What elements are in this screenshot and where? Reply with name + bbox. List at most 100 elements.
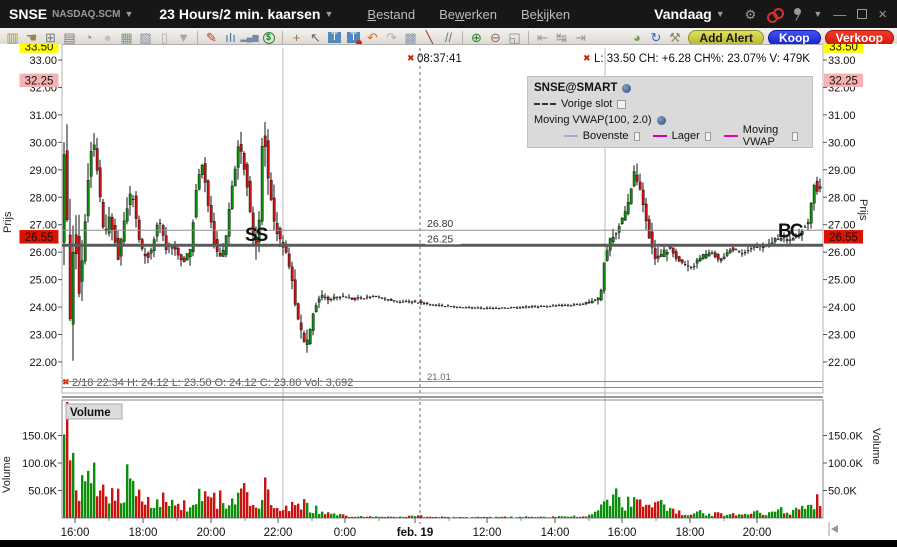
compress-center-icon[interactable]: ↹	[556, 30, 567, 45]
menu-bekijken[interactable]: Bekijken	[520, 6, 571, 22]
grid-icon[interactable]: ⊞	[45, 30, 56, 45]
price-tick-label: 23.00	[29, 330, 57, 342]
price-highlight-chip	[824, 73, 863, 88]
upper-band-line-sample	[564, 135, 578, 137]
toolbar-separator	[462, 30, 463, 45]
menu-bewerken[interactable]: Bewerken	[439, 6, 497, 22]
volume-axis-title-right: Volume	[870, 428, 882, 465]
prev-close-checkbox[interactable]	[617, 99, 627, 109]
bottom-line-label: 21.01	[427, 372, 451, 383]
session-time-label: 08:37:41	[417, 53, 462, 65]
time-axis[interactable]: 16:00 18:00 20:00 22:00 0:00 feb. 19 12:00 14:0…	[61, 518, 838, 539]
clipped-chart-icon[interactable]: ▥	[6, 30, 19, 45]
globe-icon[interactable]	[656, 115, 666, 125]
symbol-label: SNSE	[9, 6, 48, 22]
short-sell-marker[interactable]: SS	[245, 225, 270, 246]
text-tool-icon[interactable]: T	[325, 30, 344, 46]
undo-icon[interactable]: ↶	[367, 30, 378, 45]
chart-window-icon[interactable]: ▧	[139, 30, 152, 45]
clock-icon[interactable]: ◔	[84, 30, 93, 45]
pan-hand-icon[interactable]: ☚	[25, 30, 38, 45]
symbol-dropdown-icon[interactable]: ▼	[124, 9, 134, 19]
compress-left-icon[interactable]: ⇤	[537, 30, 548, 45]
price-tick-label: 28.00	[828, 192, 856, 204]
delete-marker-icon[interactable]: ✖	[583, 53, 591, 63]
lower-band-label: Lager	[671, 130, 700, 142]
lower-band-checkbox[interactable]	[704, 131, 712, 141]
cursor-icon[interactable]: ↖	[310, 30, 321, 45]
chevron-down-icon[interactable]: ▼	[177, 30, 190, 45]
maximize-icon[interactable]	[857, 9, 868, 19]
studies-icon[interactable]: ▦	[120, 30, 133, 45]
price-tick-label: 25.00	[29, 275, 57, 287]
price-tick-label: 27.00	[29, 220, 57, 232]
disabled-circle-icon[interactable]: ●	[103, 30, 112, 45]
zoom-out-icon[interactable]: ⊖	[490, 30, 501, 45]
price-axis-right[interactable]: 33.0032.0031.0030.0029.0028.0027.0026.00…	[823, 44, 863, 369]
period-selector[interactable]: 23 Hours/2 min. kaarsen	[159, 6, 321, 22]
trendline-icon[interactable]: ╲	[425, 30, 434, 45]
price-tick-label: 31.00	[29, 110, 57, 122]
price-tick-label: 24.00	[828, 302, 856, 314]
volume-tick-label: 100.0K	[828, 458, 864, 470]
scroll-left-arrow-icon[interactable]	[831, 525, 838, 533]
dollar-icon[interactable]: $	[259, 30, 278, 46]
main-chart[interactable]: 26.80 26.25 ✖ 2/18 22:34 H: 24.12 L: 23.50 …	[0, 44, 897, 547]
price-tick-label: 26.00	[828, 247, 856, 259]
chevron-down-icon[interactable]: ▼	[813, 8, 823, 19]
wrench-icon[interactable]: ⚒	[669, 30, 681, 45]
price-axis-title-right: Prijs	[857, 199, 869, 221]
link-icon[interactable]	[767, 7, 785, 23]
bar-chart-icon[interactable]: ıIı	[225, 30, 236, 45]
delete-marker-icon[interactable]: ✖	[407, 53, 415, 63]
price-tick-label: 27.00	[828, 220, 856, 232]
spheres-icon[interactable]: ◕	[632, 30, 641, 45]
price-highlight-label: 33.50	[25, 44, 54, 53]
sell-button[interactable]: Verkoop	[824, 29, 894, 46]
price-axis-left[interactable]: 33.0032.0031.0030.0029.0028.0027.0026.00…	[19, 44, 63, 369]
zoom-region-icon[interactable]: ◱	[508, 30, 521, 45]
price-highlight-chip	[19, 73, 59, 88]
price-tick-label: 26.00	[29, 247, 57, 259]
price-tick-label: 22.00	[29, 357, 57, 369]
menu-bestand[interactable]: Bestand	[367, 6, 416, 22]
pin-icon[interactable]	[793, 7, 802, 21]
crosshair-icon[interactable]: +	[292, 30, 301, 45]
compress-right-icon[interactable]: ⇥	[575, 30, 586, 45]
insert-study-icon[interactable]: ▩	[404, 30, 417, 45]
session-dropdown-icon[interactable]: ▼	[715, 9, 725, 19]
panel-icon[interactable]: ▯	[160, 30, 169, 45]
price-tick-label: 28.00	[29, 192, 57, 204]
reload-icon[interactable]: ↻	[650, 30, 662, 45]
toolbar-separator	[282, 30, 283, 45]
text-remove-icon[interactable]: T	[344, 30, 363, 46]
redo-icon[interactable]: ↷	[386, 30, 397, 45]
upper-band-checkbox[interactable]	[633, 131, 640, 141]
volume-tick-label: 50.0K	[828, 486, 857, 498]
price-highlight-chip	[824, 230, 863, 244]
price-tick-label: 31.00	[828, 110, 856, 122]
buy-cover-marker[interactable]: BC	[778, 221, 806, 242]
vwap-line-sample	[724, 135, 738, 137]
volume-tick-label: 100.0K	[22, 458, 58, 470]
close-icon[interactable]: ×	[878, 5, 887, 23]
buy-button[interactable]: Koop	[767, 29, 821, 46]
gear-icon[interactable]: ⚙	[744, 6, 757, 22]
parallel-lines-icon[interactable]: //	[444, 30, 453, 45]
globe-icon[interactable]	[622, 83, 632, 93]
histogram-icon[interactable]: ▂▄▆	[240, 32, 259, 42]
prev-close-line-sample	[534, 103, 556, 105]
print-icon[interactable]: ▤	[63, 30, 76, 45]
period-dropdown-icon[interactable]: ▼	[324, 9, 334, 19]
upper-band-label: Bovenste	[582, 130, 629, 142]
price-tick-label: 29.00	[29, 165, 57, 177]
session-selector[interactable]: Vandaag	[654, 6, 712, 22]
menu-bar: Bestand Bewerken Bekijken	[367, 7, 570, 22]
add-alert-button[interactable]: Add Alert	[688, 29, 764, 46]
volume-tick-label: 150.0K	[828, 431, 864, 443]
vwap-checkbox[interactable]	[791, 131, 799, 141]
price-highlight-label: 32.25	[25, 76, 54, 88]
zoom-in-icon[interactable]: ⊕	[471, 30, 482, 45]
minimize-icon[interactable]: —	[833, 6, 847, 22]
draw-pencil-icon[interactable]: ✎	[206, 30, 217, 45]
